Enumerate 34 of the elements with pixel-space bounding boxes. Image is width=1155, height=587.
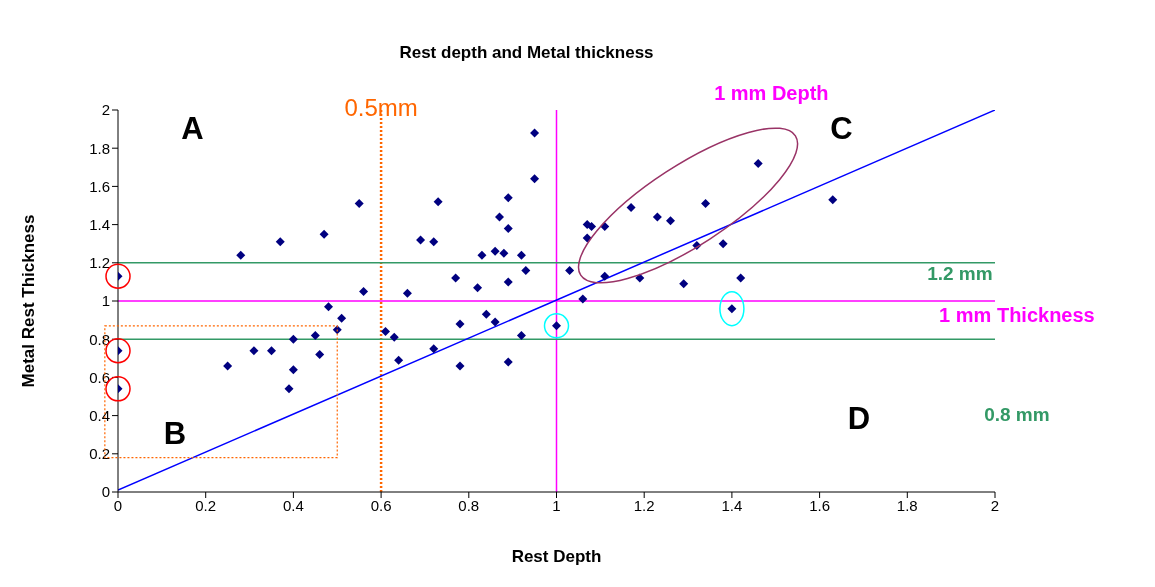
ref-line-label: 0.8 mm	[984, 404, 1050, 426]
ref-line-label: 1.2 mm	[927, 262, 993, 284]
x-tick-label: 0.6	[370, 496, 392, 514]
x-tick-label: 1.8	[896, 496, 918, 514]
y-tick-label: 2	[101, 101, 110, 119]
y-tick-label: 0.8	[89, 330, 110, 348]
x-tick-label: 0.8	[458, 496, 480, 514]
annotation: D	[847, 400, 871, 436]
y-tick-label: 0.2	[89, 445, 110, 463]
x-tick-label: 2	[990, 496, 1000, 514]
x-tick-label: 0.2	[195, 496, 217, 514]
x-tick-label: 0	[113, 496, 123, 514]
y-tick-label: 1.4	[89, 215, 110, 233]
ref-line-label: 0.5mm	[344, 93, 418, 121]
x-tick-label: 1.2	[633, 496, 655, 514]
y-tick-label: 1.2	[89, 254, 110, 272]
y-tick-label: 1	[101, 292, 110, 310]
y-tick-label: 1.8	[89, 139, 110, 157]
annotation: C	[830, 110, 853, 146]
annotation: A	[181, 110, 204, 146]
x-axis-title: Rest Depth	[511, 547, 602, 567]
annotation: B	[163, 416, 187, 452]
x-tick-label: 0.4	[282, 496, 304, 514]
chart-title: Rest depth and Metal thickness	[399, 43, 654, 62]
ref-line-label: 1 mm Thickness	[939, 304, 1095, 327]
y-tick-label: 1.6	[89, 177, 110, 195]
y-tick-label: 0	[101, 483, 110, 501]
x-tick-label: 1.6	[809, 496, 831, 514]
y-tick-label: 0.4	[89, 406, 110, 424]
x-tick-label: 1.4	[721, 496, 743, 514]
y-axis-title: Metal Rest Thickness	[19, 214, 39, 388]
ref-line-label: 1 mm Depth	[714, 82, 829, 105]
x-tick-label: 1	[552, 496, 561, 514]
y-tick-label: 0.6	[89, 368, 110, 386]
